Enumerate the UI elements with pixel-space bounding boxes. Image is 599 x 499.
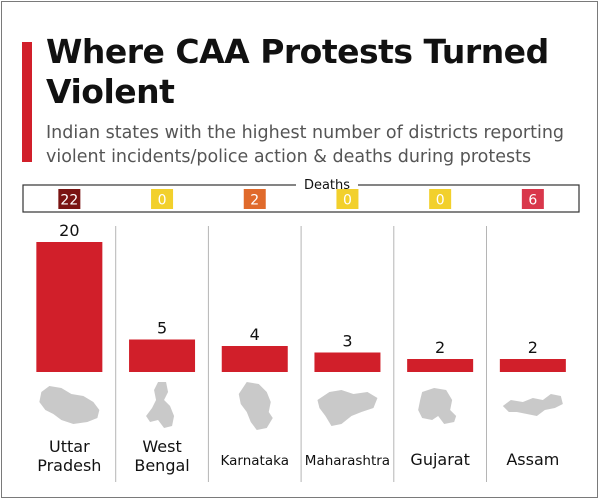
deaths-badge-gujarat (429, 189, 452, 209)
category-label-assam: Assam (506, 450, 559, 469)
value-label-karnataka: 4 (250, 325, 260, 344)
category-label-west-bengal: West Bengal (134, 437, 189, 475)
value-label-maharashtra: 3 (342, 332, 352, 351)
category-label-line: Assam (506, 450, 559, 469)
category-label-line: Maharashtra (305, 453, 390, 469)
deaths-value-assam: 6 (528, 193, 537, 209)
deaths-badge-maharashtra (336, 189, 359, 209)
bar-west-bengal (129, 339, 196, 372)
value-label-gujarat: 2 (435, 338, 445, 357)
deaths-value-uttar-pradesh: 22 (60, 193, 78, 209)
chart-title: Where CAA Protests Turned Violent (46, 32, 549, 111)
deaths-badge-karnataka (243, 189, 266, 209)
state-map-uttar-pradesh-icon (39, 386, 100, 424)
deaths-value-gujarat: 0 (436, 193, 445, 209)
state-map-assam-icon (502, 394, 563, 416)
category-label-line: West (142, 437, 181, 456)
value-label-uttar-pradesh: 20 (59, 221, 79, 240)
category-label-karnataka: Karnataka (221, 453, 289, 469)
value-label-assam: 2 (528, 338, 538, 357)
deaths-row-frame (22, 184, 580, 213)
bar-maharashtra (314, 352, 381, 372)
title-accent-bar (22, 42, 32, 162)
category-label-line: Pradesh (37, 456, 101, 475)
state-map-west-bengal-icon (146, 382, 175, 428)
value-label-west-bengal: 5 (157, 319, 167, 338)
chart-subtitle: Indian states with the highest number of… (46, 123, 565, 167)
bar-uttar-pradesh (36, 242, 103, 372)
deaths-badge-uttar-pradesh (58, 189, 81, 209)
category-label-uttar-pradesh: Uttar Pradesh (37, 437, 101, 475)
category-label-line: Karnataka (221, 453, 289, 469)
state-map-karnataka-icon (238, 382, 273, 430)
deaths-value-karnataka: 2 (250, 193, 259, 209)
deaths-row: Deaths (22, 176, 580, 213)
deaths-badge-west-bengal (151, 189, 174, 209)
category-label-line: Bengal (134, 456, 189, 475)
category-label-gujarat: Gujarat (410, 450, 469, 469)
deaths-value-maharashtra: 0 (343, 193, 352, 209)
deaths-badge-assam (521, 189, 544, 209)
bar-karnataka (221, 346, 288, 372)
bar-assam (499, 359, 566, 372)
category-label-line: Gujarat (410, 450, 469, 469)
category-label-maharashtra: Maharashtra (305, 453, 390, 469)
deaths-label-background (296, 176, 358, 192)
bar-gujarat (407, 359, 474, 372)
state-map-maharashtra-icon (317, 390, 378, 426)
state-map-gujarat-icon (418, 388, 457, 424)
category-label-line: Uttar (49, 437, 90, 456)
deaths-value-west-bengal: 0 (158, 193, 167, 209)
